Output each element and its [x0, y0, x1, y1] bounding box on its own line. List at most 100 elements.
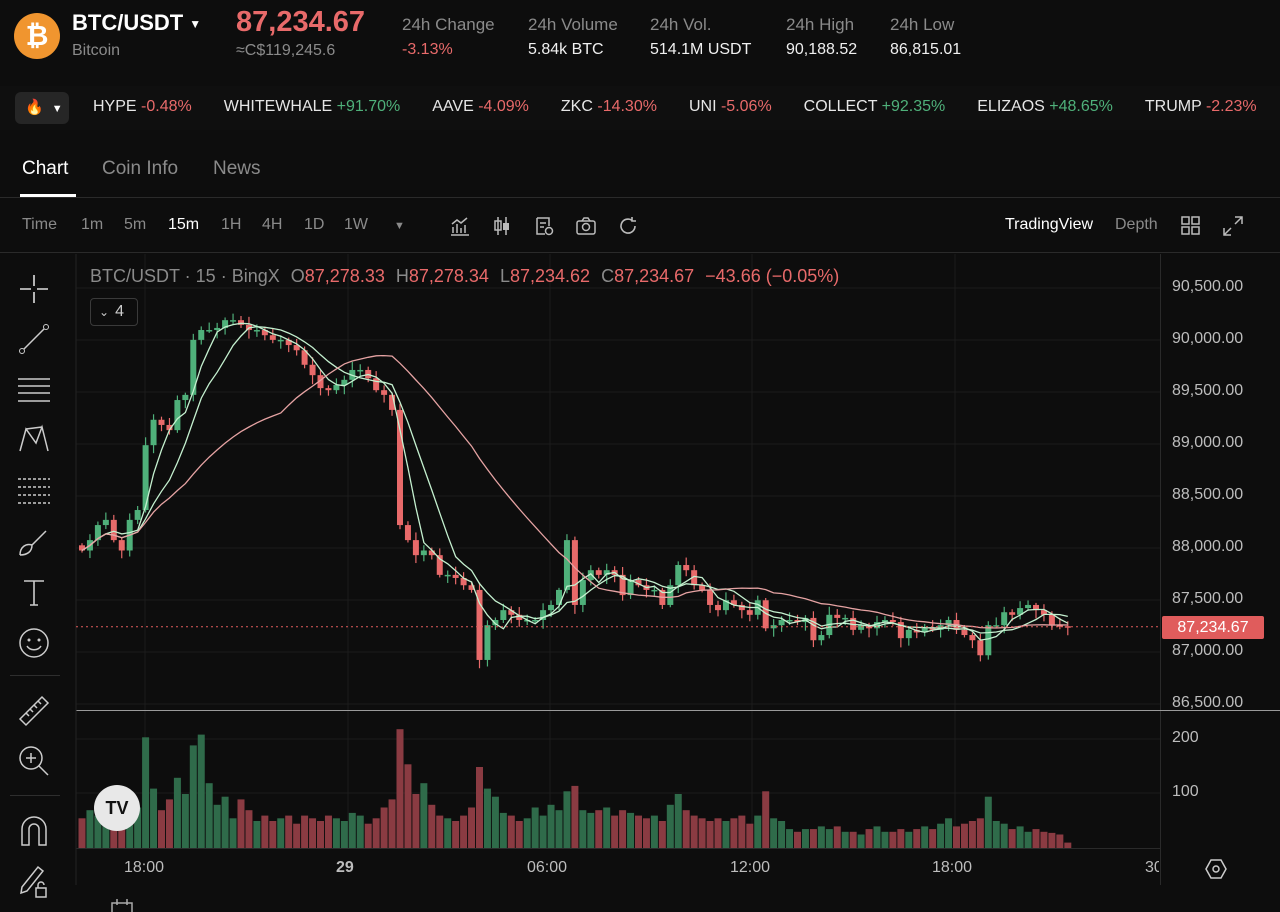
lock-drawings-icon[interactable] — [16, 863, 52, 899]
candle-body — [937, 625, 944, 630]
candle-body — [94, 525, 101, 541]
candle-body — [412, 540, 419, 556]
indicators-toggle[interactable]: ⌄ 4 — [90, 298, 138, 326]
volume-bar — [428, 804, 436, 848]
volume-bar — [150, 788, 158, 848]
candle-body — [587, 570, 594, 581]
volume-bar — [603, 807, 611, 848]
reload-icon[interactable] — [617, 215, 639, 237]
interval-4h[interactable]: 4H — [262, 216, 283, 233]
ticker-symbol: AAVE — [432, 98, 474, 115]
ticker-item[interactable]: TRUMP -2.23% — [1145, 98, 1257, 116]
candle-body — [301, 350, 308, 365]
candle-body — [905, 629, 912, 639]
volume-tick-label: 100 — [1172, 783, 1199, 800]
volume-bar — [1000, 823, 1008, 848]
interval-15m[interactable]: 15m — [168, 216, 200, 233]
layout-grid-icon[interactable] — [1180, 215, 1202, 237]
volume-bar — [142, 737, 150, 848]
stat-value: 90,188.52 — [786, 41, 858, 58]
legend-c-label: C — [601, 266, 615, 286]
tab-news[interactable]: News — [213, 158, 261, 179]
candle-body — [874, 622, 880, 629]
volume-bar — [1040, 831, 1048, 848]
ticker-item[interactable]: ZKC -14.30% — [561, 98, 657, 116]
crosshair-icon[interactable] — [16, 271, 52, 307]
volume-bar — [889, 831, 897, 848]
pattern-icon[interactable] — [16, 421, 52, 457]
emoji-icon[interactable] — [16, 625, 52, 661]
current-price-label: 87,234.67 — [1162, 615, 1264, 639]
tab-coin-info[interactable]: Coin Info — [102, 158, 179, 179]
brush-icon[interactable] — [16, 525, 52, 561]
pair-selector[interactable]: BTC/USDT ▼ — [72, 10, 201, 36]
ticker-item[interactable]: AAVE -4.09% — [432, 98, 529, 116]
candle-body — [738, 604, 745, 611]
volume-bar — [992, 821, 1000, 848]
caret-down-icon: ▼ — [189, 17, 202, 32]
template-icon[interactable] — [533, 215, 555, 237]
candle-body — [253, 330, 260, 332]
volume-bar — [309, 818, 317, 848]
trend-line-icon[interactable] — [16, 321, 52, 357]
interval-5m[interactable]: 5m — [124, 216, 147, 233]
interval-1w[interactable]: 1W — [344, 216, 368, 233]
volume-bar — [364, 823, 372, 848]
price-tick-label: 89,000.00 — [1172, 434, 1244, 451]
ticker-item[interactable]: ELIZAOS +48.65% — [977, 98, 1113, 116]
interval-1h[interactable]: 1H — [221, 216, 242, 233]
volume-bar — [181, 794, 189, 848]
legend-o-label: O — [290, 266, 305, 286]
fibonacci-icon[interactable] — [16, 473, 52, 509]
volume-bar — [801, 829, 809, 848]
ticker-change: -0.48% — [141, 98, 192, 115]
text-tool-icon[interactable] — [16, 575, 52, 611]
price-tick-label: 89,500.00 — [1172, 382, 1244, 399]
tradingview-logo[interactable]: TV — [94, 785, 140, 831]
candle-body — [404, 525, 411, 541]
camera-icon[interactable] — [575, 215, 597, 237]
pair-name: BTC/USDT — [72, 10, 184, 35]
ticker-item[interactable]: COLLECT +92.35% — [804, 98, 946, 116]
candle-body — [794, 620, 801, 623]
candle-body — [921, 628, 928, 633]
calendar-icon[interactable] — [110, 898, 134, 912]
candle-body — [118, 540, 125, 551]
main-tabs: Chart Coin Info News — [0, 150, 1280, 198]
candle-body — [667, 585, 674, 605]
depth-view-button[interactable]: Depth — [1115, 216, 1158, 233]
candle-body — [1017, 608, 1024, 615]
coin-name: Bitcoin — [72, 42, 121, 59]
time-tick-label: 12:00 — [730, 859, 771, 876]
volume-bar — [849, 831, 857, 848]
ticker-change: -14.30% — [597, 98, 657, 115]
more-intervals-caret-icon[interactable]: ▼ — [394, 220, 405, 232]
candle-type-icon[interactable] — [491, 215, 513, 237]
ticker-item[interactable]: HYPE -0.48% — [93, 98, 192, 116]
magnet-icon[interactable] — [16, 813, 52, 849]
horizontal-lines-icon[interactable] — [16, 371, 52, 407]
candle-body — [381, 390, 388, 395]
volume-bar — [348, 812, 356, 848]
fullscreen-icon[interactable] — [1222, 215, 1244, 237]
price-tick-label: 90,500.00 — [1172, 278, 1244, 295]
tradingview-view-button[interactable]: TradingView — [1005, 216, 1094, 233]
volume-bar — [476, 767, 483, 848]
volume-bar — [277, 818, 285, 848]
indicators-icon[interactable] — [449, 215, 471, 237]
interval-1d[interactable]: 1D — [304, 216, 325, 233]
volume-bar — [968, 821, 976, 848]
ticker-item[interactable]: UNI -5.06% — [689, 98, 772, 116]
chart-settings-icon[interactable] — [1204, 857, 1228, 881]
ticker-item[interactable]: WHITEWHALE +91.70% — [224, 98, 401, 116]
hot-filter-button[interactable]: 🔥 ▼ — [15, 92, 69, 124]
volume-bar — [237, 799, 245, 848]
interval-1m[interactable]: 1m — [81, 216, 104, 233]
candle-body — [595, 570, 602, 575]
volume-bar — [650, 815, 658, 848]
ruler-icon[interactable] — [16, 693, 52, 729]
tab-chart[interactable]: Chart — [22, 158, 69, 179]
volume-bar — [491, 796, 499, 848]
zoom-in-icon[interactable] — [16, 743, 52, 779]
